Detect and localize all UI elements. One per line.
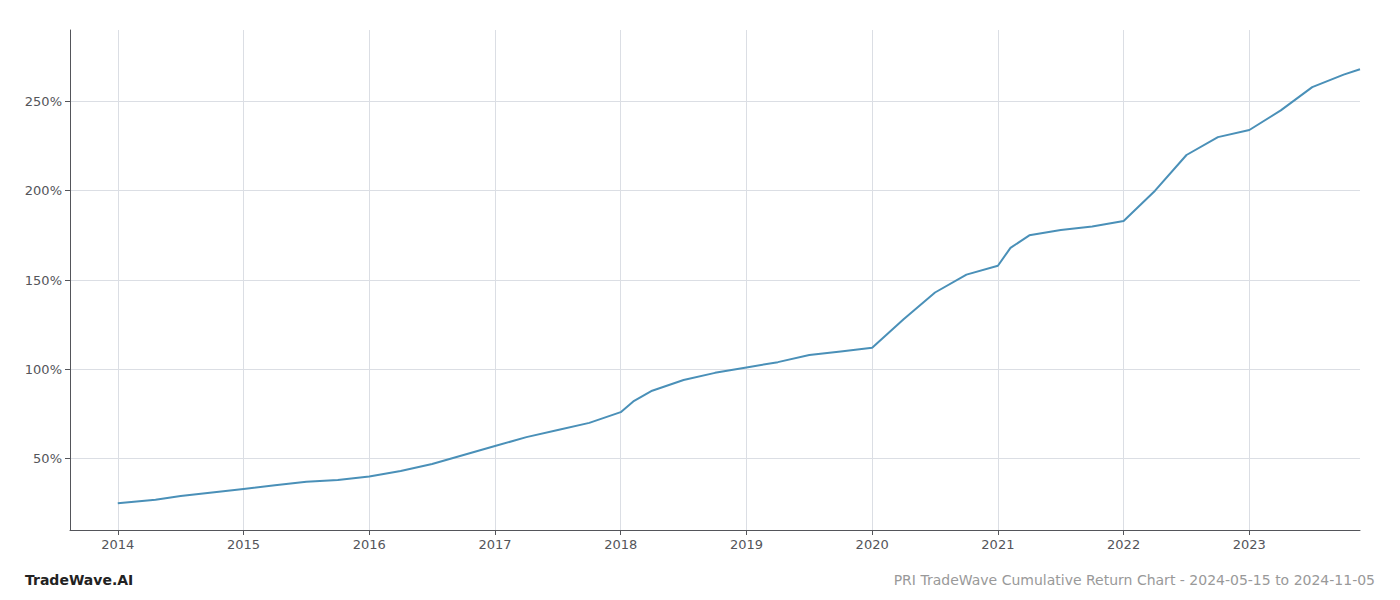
svg-text:TradeWave.AI: TradeWave.AI <box>25 572 133 588</box>
svg-text:2023: 2023 <box>1233 537 1266 552</box>
svg-text:2021: 2021 <box>981 537 1014 552</box>
svg-text:2022: 2022 <box>1107 537 1140 552</box>
svg-text:50%: 50% <box>33 451 62 466</box>
svg-text:150%: 150% <box>25 273 62 288</box>
svg-text:2014: 2014 <box>101 537 134 552</box>
svg-text:2017: 2017 <box>478 537 511 552</box>
svg-text:2016: 2016 <box>353 537 386 552</box>
svg-text:100%: 100% <box>25 362 62 377</box>
svg-text:2020: 2020 <box>856 537 889 552</box>
svg-text:2015: 2015 <box>227 537 260 552</box>
svg-text:250%: 250% <box>25 94 62 109</box>
svg-text:PRI TradeWave Cumulative Retur: PRI TradeWave Cumulative Return Chart - … <box>894 572 1375 588</box>
svg-text:200%: 200% <box>25 183 62 198</box>
svg-text:2019: 2019 <box>730 537 763 552</box>
svg-text:2018: 2018 <box>604 537 637 552</box>
